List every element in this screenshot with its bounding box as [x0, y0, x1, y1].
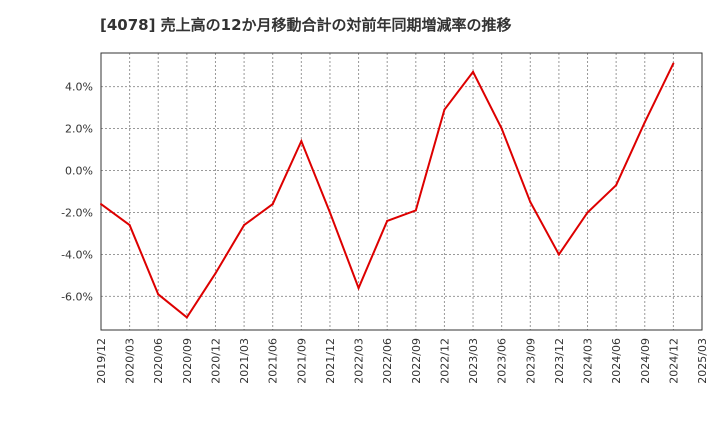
data-point [500, 127, 503, 130]
x-tick-label: 2023/06 [496, 338, 509, 384]
y-tick-label: -2.0% [61, 206, 93, 219]
plot-area [100, 52, 703, 331]
y-axis-ticks: 4.0% 2.0% 0.0% -2.0% -4.0% -6.0% [61, 81, 93, 304]
x-tick-label: 2024/06 [610, 338, 623, 384]
x-tick-label: 2020/12 [209, 338, 222, 384]
x-tick-label: 2024/09 [639, 338, 652, 384]
y-tick-label: 2.0% [65, 123, 93, 136]
x-tick-label: 2021/06 [267, 338, 280, 384]
x-tick-label: 2020/06 [152, 338, 165, 384]
y-tick-label: 4.0% [65, 81, 93, 94]
data-point [157, 293, 160, 296]
data-point [672, 62, 675, 65]
x-axis-ticks: 2019/12 2020/03 2020/06 2020/09 2020/12 2021/… [95, 338, 709, 384]
data-point [100, 203, 102, 206]
x-tick-label: 2022/12 [438, 338, 451, 384]
x-tick-label: 2022/03 [353, 338, 366, 384]
data-point [386, 219, 389, 222]
chart-title: [4078] 売上高の12か月移動合計の対前年同期増減率の推移 [100, 16, 512, 34]
data-point [414, 209, 417, 212]
x-tick-label: 2023/09 [524, 338, 537, 384]
x-tick-label: 2020/09 [181, 338, 194, 384]
data-point [615, 184, 618, 187]
grid-lines [100, 53, 703, 330]
y-tick-label: -4.0% [61, 248, 93, 261]
data-point [357, 287, 360, 290]
x-tick-label: 2025/03 [696, 338, 709, 384]
series-layer [100, 62, 675, 319]
y-tick-label: 0.0% [65, 165, 93, 178]
x-tick-label: 2019/12 [95, 338, 108, 384]
data-point [128, 224, 131, 227]
data-point [586, 211, 589, 214]
data-point [214, 272, 217, 275]
data-point [643, 121, 646, 124]
data-point [443, 108, 446, 111]
data-point [557, 253, 560, 256]
data-point [300, 140, 303, 143]
x-tick-label: 2022/06 [381, 338, 394, 384]
x-tick-label: 2021/09 [295, 338, 308, 384]
data-point [271, 203, 274, 206]
data-point [185, 316, 188, 319]
data-point [529, 200, 532, 203]
data-point [328, 211, 331, 214]
x-tick-label: 2021/12 [324, 338, 337, 384]
data-point [243, 224, 246, 227]
x-tick-label: 2023/03 [467, 338, 480, 384]
x-tick-label: 2021/03 [238, 338, 251, 384]
x-tick-label: 2022/09 [410, 338, 423, 384]
x-tick-label: 2023/12 [553, 338, 566, 384]
x-tick-label: 2024/03 [582, 338, 595, 384]
y-tick-label: -6.0% [61, 290, 93, 303]
x-tick-label: 2020/03 [124, 338, 137, 384]
x-tick-label: 2024/12 [667, 338, 680, 384]
data-point [472, 70, 475, 73]
